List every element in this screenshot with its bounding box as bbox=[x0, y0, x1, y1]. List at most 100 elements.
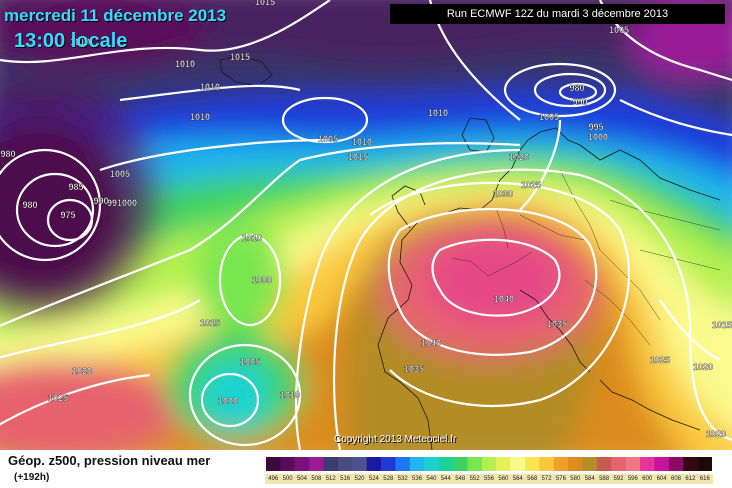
isobar-label: 1005 bbox=[240, 357, 260, 367]
color-scale-value: 556 bbox=[480, 474, 498, 484]
color-scale-value: 568 bbox=[523, 474, 541, 484]
model-run-info: Run ECMWF 12Z du mardi 3 décembre 2013 bbox=[390, 4, 725, 24]
color-scale-swatch bbox=[539, 457, 555, 471]
isobar-label: 1040 bbox=[421, 338, 441, 348]
color-scale-swatch bbox=[625, 457, 641, 471]
isobar-label: 1015 bbox=[712, 320, 732, 330]
color-scale-value: 544 bbox=[437, 474, 455, 484]
color-scale-value: 524 bbox=[365, 474, 383, 484]
color-scale-value: 572 bbox=[538, 474, 556, 484]
color-scale-swatch bbox=[496, 457, 511, 471]
isobar-lines bbox=[0, 0, 732, 450]
forecast-local-time: 13:00 locale bbox=[14, 30, 128, 52]
color-scale-value: 508 bbox=[307, 474, 325, 484]
isobar-label: 1025 bbox=[521, 180, 541, 190]
color-scale-swatch bbox=[352, 457, 368, 471]
isobar-label: 1000 bbox=[588, 132, 608, 142]
color-scale-bar bbox=[266, 457, 712, 471]
color-scale-value: 564 bbox=[509, 474, 527, 484]
coastlines bbox=[219, 55, 721, 450]
isobar-label: 980 bbox=[0, 149, 15, 159]
color-scale-swatch bbox=[640, 457, 655, 471]
isobar-label: 990 bbox=[572, 97, 587, 107]
country-borders bbox=[451, 169, 721, 346]
isobar-label: 991000 bbox=[107, 198, 137, 208]
color-scale-value: 608 bbox=[667, 474, 685, 484]
isobar-label: 1015 bbox=[230, 52, 250, 62]
isobar-label: 1020 bbox=[72, 366, 92, 376]
color-scale-swatch bbox=[424, 457, 439, 471]
color-scale-value: 588 bbox=[595, 474, 613, 484]
color-scale-swatch bbox=[510, 457, 526, 471]
color-scale-value: 592 bbox=[609, 474, 627, 484]
color-scale-value: 540 bbox=[422, 474, 440, 484]
isobar-label: 1025 bbox=[48, 393, 68, 403]
color-scale-value: 580 bbox=[566, 474, 584, 484]
isobar-label: 1005 bbox=[110, 169, 130, 179]
geopotential-map: 1015 1010 1015 1010 1010 1010 1010 1005 1010 1015… bbox=[0, 0, 732, 450]
isobar-label: 980 bbox=[569, 83, 584, 93]
isobar-label: 1015 bbox=[200, 318, 220, 328]
isobar-label: 1025 bbox=[650, 355, 670, 365]
isobar-label: 1035 bbox=[547, 319, 567, 329]
color-scale-swatch bbox=[654, 457, 670, 471]
color-scale-swatch bbox=[280, 457, 296, 471]
color-scale-value: 560 bbox=[494, 474, 512, 484]
color-scale-value: 548 bbox=[451, 474, 469, 484]
forecast-lead-time: (+192h) bbox=[14, 472, 50, 483]
isobar-label: 1015 bbox=[348, 152, 368, 162]
color-scale-swatch bbox=[683, 457, 698, 471]
color-scale-value: 596 bbox=[624, 474, 642, 484]
color-scale-value: 512 bbox=[322, 474, 340, 484]
color-scale-swatch bbox=[266, 457, 281, 471]
isobar-label: 1005 bbox=[539, 112, 559, 122]
parameter-title: Géop. z500, pression niveau mer bbox=[8, 453, 211, 468]
isobar-label: 1005 bbox=[609, 25, 629, 35]
color-scale-swatch bbox=[395, 457, 411, 471]
isobar-label: 1030 bbox=[493, 189, 513, 199]
color-scale-swatch bbox=[582, 457, 598, 471]
isobar-label: 1040 bbox=[494, 294, 514, 304]
color-scale-value: 604 bbox=[653, 474, 671, 484]
color-scale-value: 612 bbox=[681, 474, 699, 484]
isobar-label: 1010 bbox=[190, 112, 210, 122]
isobar-label: 1010 bbox=[428, 108, 448, 118]
color-scale-value: 616 bbox=[696, 474, 714, 484]
isobar-label: 1010 bbox=[70, 37, 90, 47]
isobar-label: 1035 bbox=[404, 364, 424, 374]
color-scale-swatch bbox=[323, 457, 339, 471]
isobar-label: 1010 bbox=[200, 82, 220, 92]
color-scale-swatch bbox=[409, 457, 425, 471]
isobar-label: 1015 bbox=[255, 0, 275, 7]
color-scale-value: 536 bbox=[408, 474, 426, 484]
forecast-date: mercredi 11 décembre 2013 bbox=[4, 6, 227, 25]
color-scale-swatch bbox=[294, 457, 310, 471]
color-scale-swatch bbox=[381, 457, 396, 471]
isobar-label: 1000 bbox=[252, 275, 272, 285]
color-scale-swatch bbox=[697, 457, 712, 471]
isobar-label: 975 bbox=[60, 210, 75, 220]
isobar-label: 1005 bbox=[318, 134, 338, 144]
color-scale-swatch bbox=[438, 457, 454, 471]
color-scale-swatch bbox=[337, 457, 353, 471]
color-scale-value: 496 bbox=[264, 474, 282, 484]
isobar-labels: 1015 1010 1015 1010 1010 1010 1010 1005 1010 1015… bbox=[0, 0, 732, 439]
color-scale-swatch bbox=[668, 457, 684, 471]
color-scale-swatch bbox=[611, 457, 626, 471]
color-scale-value: 528 bbox=[379, 474, 397, 484]
color-scale-swatch bbox=[524, 457, 540, 471]
isobar-label: 995 bbox=[588, 122, 603, 132]
color-scale-value: 520 bbox=[351, 474, 369, 484]
color-scale-value: 500 bbox=[279, 474, 297, 484]
color-scale-labels: 496 500 504 508 512 516 520 524 528 532 536 540 544 5… bbox=[264, 474, 714, 485]
isobar-label: 1010 bbox=[352, 137, 372, 147]
color-scale-swatch bbox=[481, 457, 497, 471]
color-scale-swatch bbox=[366, 457, 382, 471]
isobar-label: 1000 bbox=[218, 396, 238, 406]
color-scale-swatch bbox=[467, 457, 483, 471]
isobar-label: 985 bbox=[68, 182, 83, 192]
isobar-label: 1020 bbox=[693, 362, 713, 372]
color-scale-swatch bbox=[553, 457, 569, 471]
color-scale-swatch bbox=[568, 457, 583, 471]
